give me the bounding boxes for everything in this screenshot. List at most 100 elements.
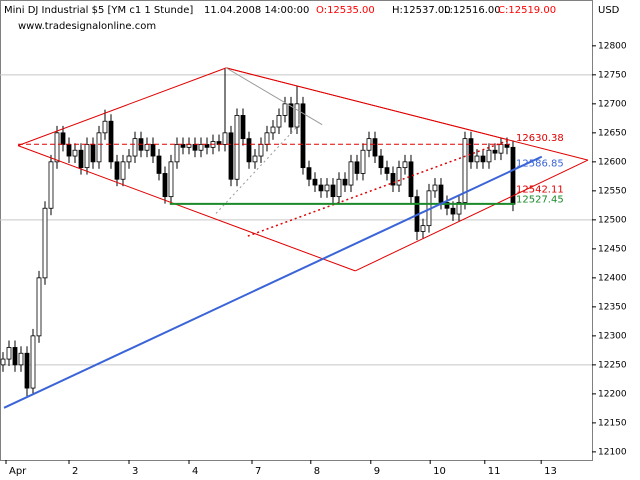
candle-body xyxy=(150,144,156,157)
candle-body xyxy=(324,184,330,192)
candle-body xyxy=(486,149,492,163)
close-label: C:12519.00 xyxy=(498,5,556,16)
candle-body xyxy=(246,138,252,163)
candle-body xyxy=(264,132,270,145)
candle-body xyxy=(462,138,468,203)
candle-body xyxy=(318,184,324,192)
x-tick-label: 3 xyxy=(132,466,138,477)
y-tick-label: 12600 xyxy=(598,157,627,167)
candle-body xyxy=(234,115,240,180)
candle-body xyxy=(18,352,24,366)
candle-body xyxy=(288,103,294,128)
candle-body xyxy=(480,155,486,163)
x-tick-label: 7 xyxy=(255,466,261,477)
candle-body xyxy=(174,144,180,163)
candle-body xyxy=(66,144,72,157)
y-tick-label: 12350 xyxy=(598,302,627,312)
low-label: L:12516.00 xyxy=(444,5,501,16)
trend-line xyxy=(3,155,543,409)
candle-body xyxy=(240,115,246,140)
watermark: www.tradesignalonline.com xyxy=(18,21,156,32)
y-tick-label: 12500 xyxy=(598,215,627,225)
candle-body xyxy=(300,103,306,169)
candle-body xyxy=(108,120,114,163)
candle-body xyxy=(186,144,192,148)
candle-body xyxy=(372,138,378,157)
candle-body xyxy=(354,161,360,174)
x-tick-label: Apr xyxy=(9,466,27,477)
price-label: 12630.38 xyxy=(516,133,564,144)
open-label: O:12535.00 xyxy=(316,5,375,16)
candle-body xyxy=(0,358,6,366)
candle-body xyxy=(474,155,480,163)
candle-body xyxy=(498,144,504,154)
candle-body xyxy=(468,138,474,163)
candle-body xyxy=(96,132,102,163)
candle-body xyxy=(102,120,108,134)
candle-body xyxy=(132,138,138,157)
y-tick-label: 12700 xyxy=(598,99,627,109)
price-label: 12586.85 xyxy=(516,158,564,169)
candle-body xyxy=(120,161,126,180)
datetime: 11.04.2008 14:00:00 xyxy=(204,5,309,16)
x-tick-label: 2 xyxy=(72,466,78,477)
trend-line xyxy=(247,139,511,237)
candle-body xyxy=(402,161,408,169)
candle-body xyxy=(492,149,498,154)
candle-body xyxy=(252,155,258,163)
instrument: Mini DJ Industrial $5 [YM c1 1 Stunde] xyxy=(4,5,193,16)
candle-body xyxy=(180,144,186,148)
candle-body xyxy=(276,115,282,128)
y-tick-label: 12750 xyxy=(598,70,627,80)
trend-line xyxy=(354,159,589,272)
price-label: 12542.11 xyxy=(516,184,564,195)
candle-body xyxy=(198,144,204,151)
y-tick-label: 12650 xyxy=(598,128,627,138)
candle-body xyxy=(144,144,150,151)
candle-body xyxy=(444,202,450,209)
candle-body xyxy=(456,202,462,215)
candle-body xyxy=(384,167,390,174)
candle-body xyxy=(24,352,30,389)
candle-body xyxy=(396,167,402,186)
candle-body xyxy=(438,184,444,203)
candle-body xyxy=(54,132,60,163)
candle-body xyxy=(222,132,228,145)
y-tick-label: 12300 xyxy=(598,331,627,341)
y-tick-label: 12200 xyxy=(598,389,627,399)
x-tick-label: 8 xyxy=(314,466,320,477)
currency: USD xyxy=(598,5,620,16)
candle-body xyxy=(48,161,54,209)
candle-body xyxy=(348,161,354,186)
candle-body xyxy=(156,155,162,174)
y-tick-label: 12150 xyxy=(598,418,627,428)
candle-body xyxy=(126,155,132,163)
candle-body xyxy=(306,167,312,180)
candle-body xyxy=(36,277,42,337)
candle-body xyxy=(168,161,174,198)
candle-body xyxy=(450,207,456,215)
candle-body xyxy=(60,132,66,145)
candle-body xyxy=(90,144,96,163)
trend-line xyxy=(215,123,301,214)
candle-body xyxy=(30,335,36,389)
candle-body xyxy=(204,144,210,148)
y-tick-label: 12550 xyxy=(598,186,627,196)
x-tick-label: 9 xyxy=(374,466,380,477)
candle-body xyxy=(6,347,12,360)
price-label: 12527.45 xyxy=(516,194,564,205)
plot-border xyxy=(0,0,593,461)
x-tick-label: 13 xyxy=(544,466,557,477)
x-tick-label: 11 xyxy=(488,466,501,477)
x-tick-label: 4 xyxy=(192,466,198,477)
candle-body xyxy=(360,149,366,174)
y-tick-label: 12250 xyxy=(598,360,627,370)
candle-body xyxy=(420,225,426,232)
y-tick-label: 12450 xyxy=(598,244,627,254)
candle-body xyxy=(282,103,288,116)
candle-body xyxy=(336,178,342,198)
candle-body xyxy=(432,184,438,192)
candle-body xyxy=(72,149,78,157)
